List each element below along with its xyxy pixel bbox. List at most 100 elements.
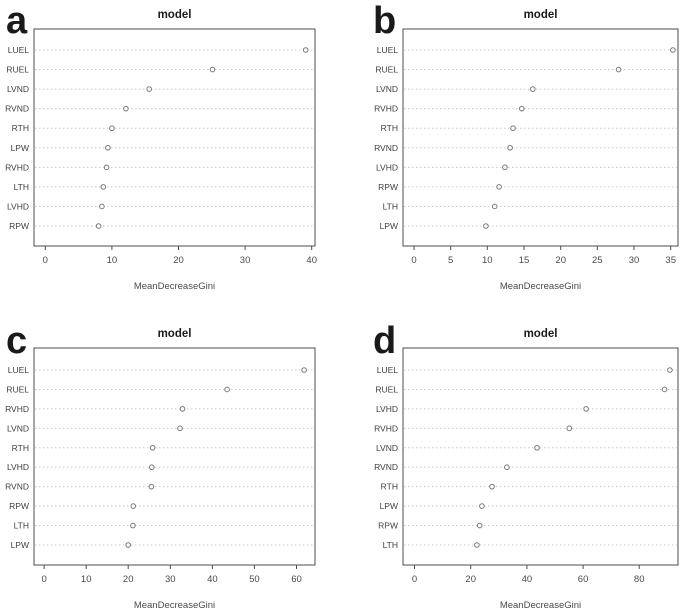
category-label: LVHD: [7, 462, 29, 472]
data-point: [530, 86, 536, 92]
category-label: RTH: [381, 482, 398, 492]
tick-label: 80: [634, 574, 645, 585]
tick-label: 50: [249, 574, 260, 585]
category-label: LPW: [380, 221, 398, 231]
category-label: RVHD: [374, 104, 398, 114]
category-label: LTH: [14, 182, 29, 192]
data-point: [510, 125, 516, 132]
category-label: RVHD: [374, 423, 398, 433]
category-label: LVHD: [376, 162, 398, 172]
panel-letter: a: [6, 0, 28, 42]
data-point: [491, 203, 498, 210]
tick-label: 60: [291, 574, 302, 585]
category-label: LUEL: [377, 365, 399, 375]
tick-label: 20: [173, 255, 184, 266]
data-point: [476, 522, 483, 529]
tick-label: 0: [411, 255, 416, 266]
panel-letter: d: [373, 320, 396, 362]
chart-title: model: [158, 328, 192, 340]
data-point: [661, 386, 668, 393]
category-label: LVND: [7, 423, 29, 433]
plot-box: [33, 28, 316, 247]
data-point: [474, 542, 480, 548]
panel-letter: c: [6, 320, 27, 362]
data-point: [483, 223, 489, 229]
tick-label: 60: [578, 574, 589, 585]
data-point: [149, 464, 155, 471]
chart-title: model: [158, 9, 192, 21]
category-label: LPW: [11, 143, 29, 153]
category-label: LUEL: [377, 45, 399, 55]
tick-label: 5: [448, 255, 453, 266]
category-label: LTH: [14, 521, 29, 531]
category-label: LTH: [383, 540, 398, 550]
data-point: [179, 406, 186, 412]
category-label: RTH: [381, 123, 398, 133]
panel-b: b model LUEL RUEL LVND RVHD RTH RVND LVHD RPW LTH L…: [343, 0, 685, 306]
tick-label: 20: [123, 574, 134, 585]
category-label: LVND: [376, 84, 398, 94]
x-axis-label: MeanDecreaseGini: [500, 281, 581, 292]
category-label: RPW: [9, 501, 29, 511]
plot-box: [402, 28, 679, 247]
plot-box: [33, 347, 316, 566]
data-point: [125, 542, 131, 548]
data-point: [489, 483, 495, 490]
category-label: RTH: [12, 123, 29, 133]
tick-label: 15: [519, 255, 530, 266]
category-label: RUEL: [6, 65, 29, 75]
tick-label: 10: [482, 255, 493, 266]
category-label: RVND: [5, 482, 29, 492]
category-label: RVND: [5, 104, 29, 114]
data-point: [105, 144, 111, 151]
category-label: RUEL: [375, 65, 398, 75]
data-point: [130, 503, 137, 509]
tick-label: 10: [81, 574, 92, 585]
category-label: LTH: [383, 201, 398, 211]
category-label: RPW: [378, 182, 398, 192]
data-point: [566, 425, 573, 432]
data-point: [534, 444, 540, 451]
tick-label: 40: [207, 574, 218, 585]
category-label: LVND: [376, 443, 398, 453]
chart-title: model: [524, 9, 558, 21]
category-label: RVHD: [5, 404, 29, 414]
category-label: RVND: [374, 462, 398, 472]
category-label: LVHD: [7, 201, 29, 211]
x-axis-label: MeanDecreaseGini: [134, 281, 215, 292]
chart-title: model: [524, 328, 558, 340]
tick-label: 30: [629, 255, 640, 266]
panel-chart-d: d model LUEL RUEL LVHD RVHD LVND RVND RTH LPW RPW L…: [373, 320, 679, 611]
data-point: [95, 223, 102, 229]
category-label: LUEL: [8, 45, 30, 55]
data-point: [301, 367, 307, 373]
data-point: [224, 386, 230, 393]
data-point: [670, 47, 676, 53]
panel-d: d model LUEL RUEL LVHD RVHD LVND RVND RTH LPW RPW L…: [343, 305, 685, 611]
data-point: [519, 105, 525, 112]
panel-letter: b: [373, 0, 396, 42]
data-point: [99, 203, 105, 210]
tick-label: 25: [592, 255, 603, 266]
panel-chart-b: b model LUEL RUEL LVND RVHD RTH RVND LVHD RPW LTH L…: [373, 0, 679, 292]
panel-c: c model LUEL RUEL RVHD LVND RTH LVHD RVND RPW LTH L…: [0, 305, 342, 611]
category-label: LVHD: [376, 404, 398, 414]
data-point: [302, 47, 309, 53]
tick-label: 0: [412, 574, 417, 585]
data-point: [583, 406, 589, 412]
x-axis-label: MeanDecreaseGini: [500, 600, 581, 611]
tick-label: 20: [555, 255, 566, 266]
category-label: RUEL: [6, 384, 29, 394]
category-label: RPW: [378, 521, 398, 531]
data-point: [109, 125, 115, 132]
data-point: [504, 464, 510, 471]
data-point: [146, 86, 152, 92]
data-point: [667, 367, 673, 373]
category-label: LPW: [11, 540, 29, 550]
data-point: [123, 105, 129, 112]
panel-chart-a: a model LUEL RUEL LVND RVND RTH LPW RVHD LTH LVHD R…: [5, 0, 317, 292]
tick-label: 0: [41, 574, 46, 585]
category-label: RTH: [12, 443, 29, 453]
data-point: [130, 522, 136, 529]
